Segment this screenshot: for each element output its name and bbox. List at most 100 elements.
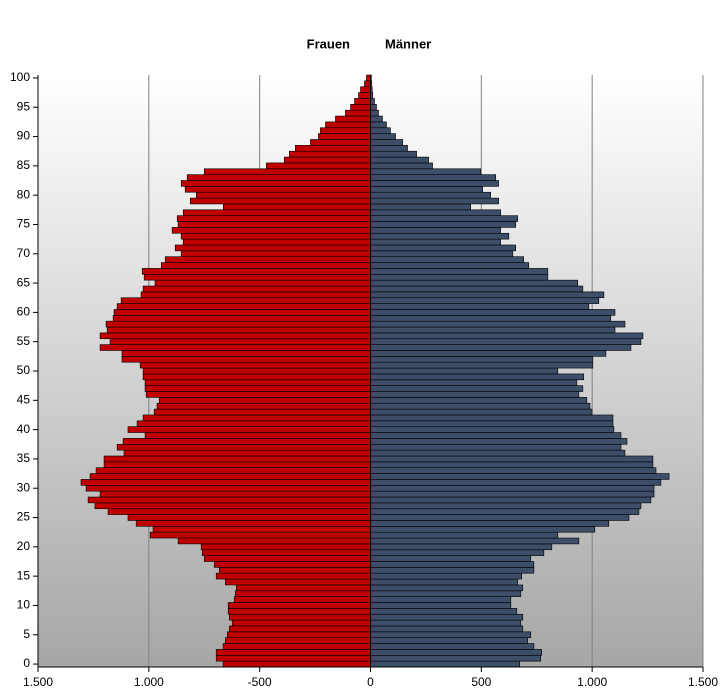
bar [99,344,371,351]
bar [143,273,371,281]
bar [289,150,371,158]
bar [370,244,516,252]
bar [136,420,371,427]
bar [213,561,371,568]
bar [231,619,371,627]
bar [370,291,605,299]
bar [158,397,371,404]
y-tick-label: 50 [17,363,31,377]
bar [228,625,371,633]
bar [127,426,371,433]
bar [144,432,371,439]
bar [370,209,501,216]
bar [142,367,371,375]
bar [370,608,518,615]
y-tick-label: 90 [17,129,31,143]
bar [176,215,371,222]
bar [135,520,371,527]
bar [195,191,371,199]
bar [370,104,377,111]
x-tick-label: -500 [248,675,272,689]
bar [112,315,371,322]
bar [370,455,654,463]
bar [370,508,640,515]
bar [182,209,371,216]
bar [370,590,522,597]
bar [370,191,491,199]
bar [370,572,522,580]
bar [370,531,559,539]
x-tick-label: 500 [471,675,491,689]
y-tick-label: 20 [17,539,31,553]
bar [153,408,371,416]
bar [370,643,535,650]
bar [370,432,622,439]
bar [95,467,371,474]
bar [370,567,535,574]
bar [370,367,559,375]
bar [370,320,626,328]
bar [370,537,580,545]
bar [370,315,612,322]
bar [180,250,371,258]
bar [370,168,481,175]
bar [350,104,371,111]
bar [370,232,510,240]
bar [370,174,497,181]
bar [228,613,371,621]
bar [139,361,371,369]
bar [325,121,371,129]
bar [227,602,371,609]
bar [225,578,371,586]
bar [364,80,371,88]
bar [370,449,626,457]
bar [215,649,371,656]
bar [370,139,403,146]
bar [370,613,524,621]
bar [189,197,371,205]
x-tick-label: 0 [367,675,374,689]
bar [122,438,371,445]
bar [142,285,371,293]
bar [234,590,371,597]
bar [370,215,518,222]
bar [116,443,371,451]
y-tick-label: 0 [23,656,30,670]
bar [370,555,532,562]
bar [370,637,528,644]
bar [370,479,662,486]
bar [140,291,371,299]
bar [141,268,371,275]
bar [219,567,371,574]
bar [370,203,471,211]
bar [180,180,371,187]
bar [370,250,514,258]
bar [370,356,594,363]
x-tick-label: 1.500 [23,675,53,689]
y-tick-label: 40 [17,422,31,436]
bar [99,490,371,498]
bar [370,526,596,533]
bar [215,572,371,580]
bar [370,660,520,668]
bar [370,467,657,474]
bar [370,227,501,234]
bar [186,174,371,181]
bar [370,414,614,422]
bar [116,303,371,310]
bar [80,479,371,486]
y-tick-label: 30 [17,480,31,494]
bar [370,461,654,469]
bar [203,168,371,175]
bar [370,262,530,269]
bar [127,514,371,521]
bar [370,373,585,381]
y-tick-label: 65 [17,275,31,289]
bar [320,127,371,134]
bar [113,309,371,316]
bar [370,520,610,527]
bar [154,279,371,287]
bar [370,490,655,498]
bar [370,98,375,105]
bar [283,156,371,164]
